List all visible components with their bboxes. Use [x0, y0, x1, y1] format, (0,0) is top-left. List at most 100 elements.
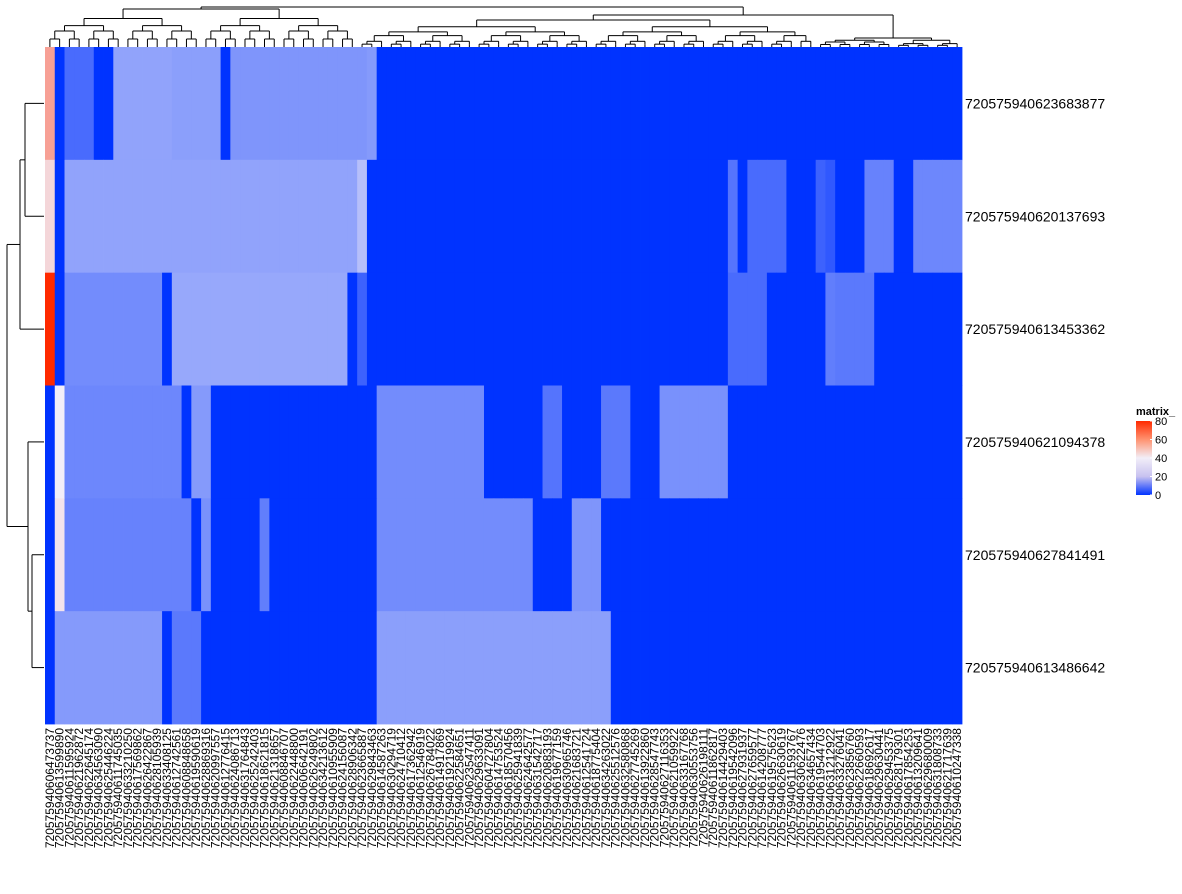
heatmap-cell — [474, 385, 485, 499]
heatmap-cell — [201, 47, 212, 161]
heatmap-cell — [366, 498, 378, 612]
heatmap-cell — [113, 272, 124, 386]
heatmap-cell — [893, 47, 904, 161]
heatmap-cell — [113, 385, 124, 499]
heatmap-cell — [864, 611, 875, 725]
heatmap-cell — [279, 385, 290, 499]
column-label: 720575940634213612 — [316, 728, 330, 848]
heatmap-cell — [249, 272, 261, 386]
heatmap-cell — [357, 47, 368, 161]
heatmap-cell — [835, 498, 846, 612]
heatmap-cell — [620, 47, 631, 161]
column-label: 720575940625446224 — [101, 728, 115, 848]
heatmap-cell — [123, 47, 134, 161]
heatmap-cell — [562, 159, 573, 274]
heatmap-cell — [708, 498, 719, 612]
heatmap-cell — [610, 272, 621, 386]
column-label: 720575940630622476 — [794, 728, 808, 848]
column-label: 720575940606642191 — [297, 728, 311, 848]
heatmap-cell — [415, 272, 426, 386]
heatmap-cell — [874, 611, 885, 725]
heatmap-cell — [191, 385, 202, 499]
heatmap-cell — [669, 611, 680, 725]
heatmap-cell — [454, 385, 465, 499]
heatmap-cell — [162, 272, 173, 386]
heatmap-cell — [503, 272, 514, 386]
heatmap-cell — [825, 159, 836, 274]
heatmap-cell — [922, 272, 934, 386]
heatmap-cell — [318, 47, 329, 161]
heatmap-cell — [913, 47, 924, 161]
heatmap-cell — [786, 611, 797, 725]
heatmap-cell — [64, 385, 75, 499]
heatmap-cell — [825, 272, 836, 386]
heatmap-cell — [815, 611, 826, 725]
heatmap-cell — [123, 385, 134, 499]
heatmap-cell — [132, 47, 143, 161]
heatmap-cell — [493, 498, 504, 612]
heatmap-cell — [376, 385, 387, 499]
column-label: 720575940618621815 — [258, 728, 272, 848]
heatmap-cell — [357, 272, 368, 386]
heatmap-cell — [708, 611, 719, 725]
legend-ticks: 0 20 40 60 80 — [1150, 416, 1167, 502]
heatmap-cell — [74, 47, 85, 161]
heatmap-cell — [727, 385, 739, 499]
heatmap-cell — [952, 385, 963, 499]
heatmap-cell — [240, 611, 251, 725]
heatmap-cell — [171, 385, 182, 499]
heatmap-cell — [913, 611, 924, 725]
heatmap-cell — [776, 159, 787, 274]
column-label: 720575940625941839 — [511, 728, 525, 848]
heatmap-cell — [210, 47, 221, 161]
heatmap-cell — [474, 272, 485, 386]
heatmap-cell — [874, 498, 885, 612]
heatmap-cell — [854, 159, 865, 274]
heatmap-cell — [181, 272, 192, 386]
heatmap-cell — [376, 272, 387, 386]
column-dendrogram — [49, 6, 958, 47]
heatmap-cell — [903, 159, 914, 274]
heatmap-cell — [230, 498, 241, 612]
column-label: 720575940629633091 — [472, 728, 486, 848]
heatmap-cell — [688, 611, 700, 725]
heatmap-cell — [298, 498, 309, 612]
heatmap-cell — [347, 272, 358, 386]
heatmap-cell — [679, 611, 690, 725]
heatmap-cell — [854, 611, 865, 725]
heatmap-cell — [347, 159, 358, 274]
heatmap-cell — [454, 159, 465, 274]
column-label: 720575940617362942 — [404, 728, 418, 848]
heatmap-cell — [366, 159, 378, 274]
heatmap-cell — [259, 47, 270, 161]
heatmap-cell — [698, 159, 709, 274]
heatmap-cell — [201, 272, 212, 386]
heatmap-cell — [571, 47, 582, 161]
heatmap-cell — [786, 385, 797, 499]
heatmap-cell — [581, 498, 592, 612]
heatmap-cell — [318, 385, 329, 499]
column-label: 720575940618775404 — [589, 728, 603, 848]
heatmap-cell — [347, 498, 358, 612]
heatmap-cell — [562, 385, 573, 499]
heatmap-cell — [142, 385, 153, 499]
heatmap-cell — [240, 385, 251, 499]
heatmap-cell — [737, 385, 748, 499]
heatmap-cell — [181, 47, 192, 161]
column-label: 720575940618692617 — [862, 728, 876, 848]
heatmap-cell — [796, 611, 807, 725]
heatmap-cell — [396, 159, 407, 274]
heatmap-cell — [571, 272, 582, 386]
heatmap-cell — [523, 498, 534, 612]
column-label: 720575940621059922 — [667, 728, 681, 848]
heatmap-cell — [542, 272, 553, 386]
heatmap-cell — [854, 498, 865, 612]
heatmap-cell — [942, 498, 953, 612]
column-label: 720575940624642577 — [521, 728, 535, 848]
heatmap-cell — [298, 272, 309, 386]
heatmap-cell — [737, 159, 748, 274]
heatmap-cell — [659, 611, 670, 725]
column-label: 720575940617854253 — [901, 728, 915, 848]
column-label: 720575940633276041 — [833, 728, 847, 848]
heatmap-cell — [171, 159, 182, 274]
